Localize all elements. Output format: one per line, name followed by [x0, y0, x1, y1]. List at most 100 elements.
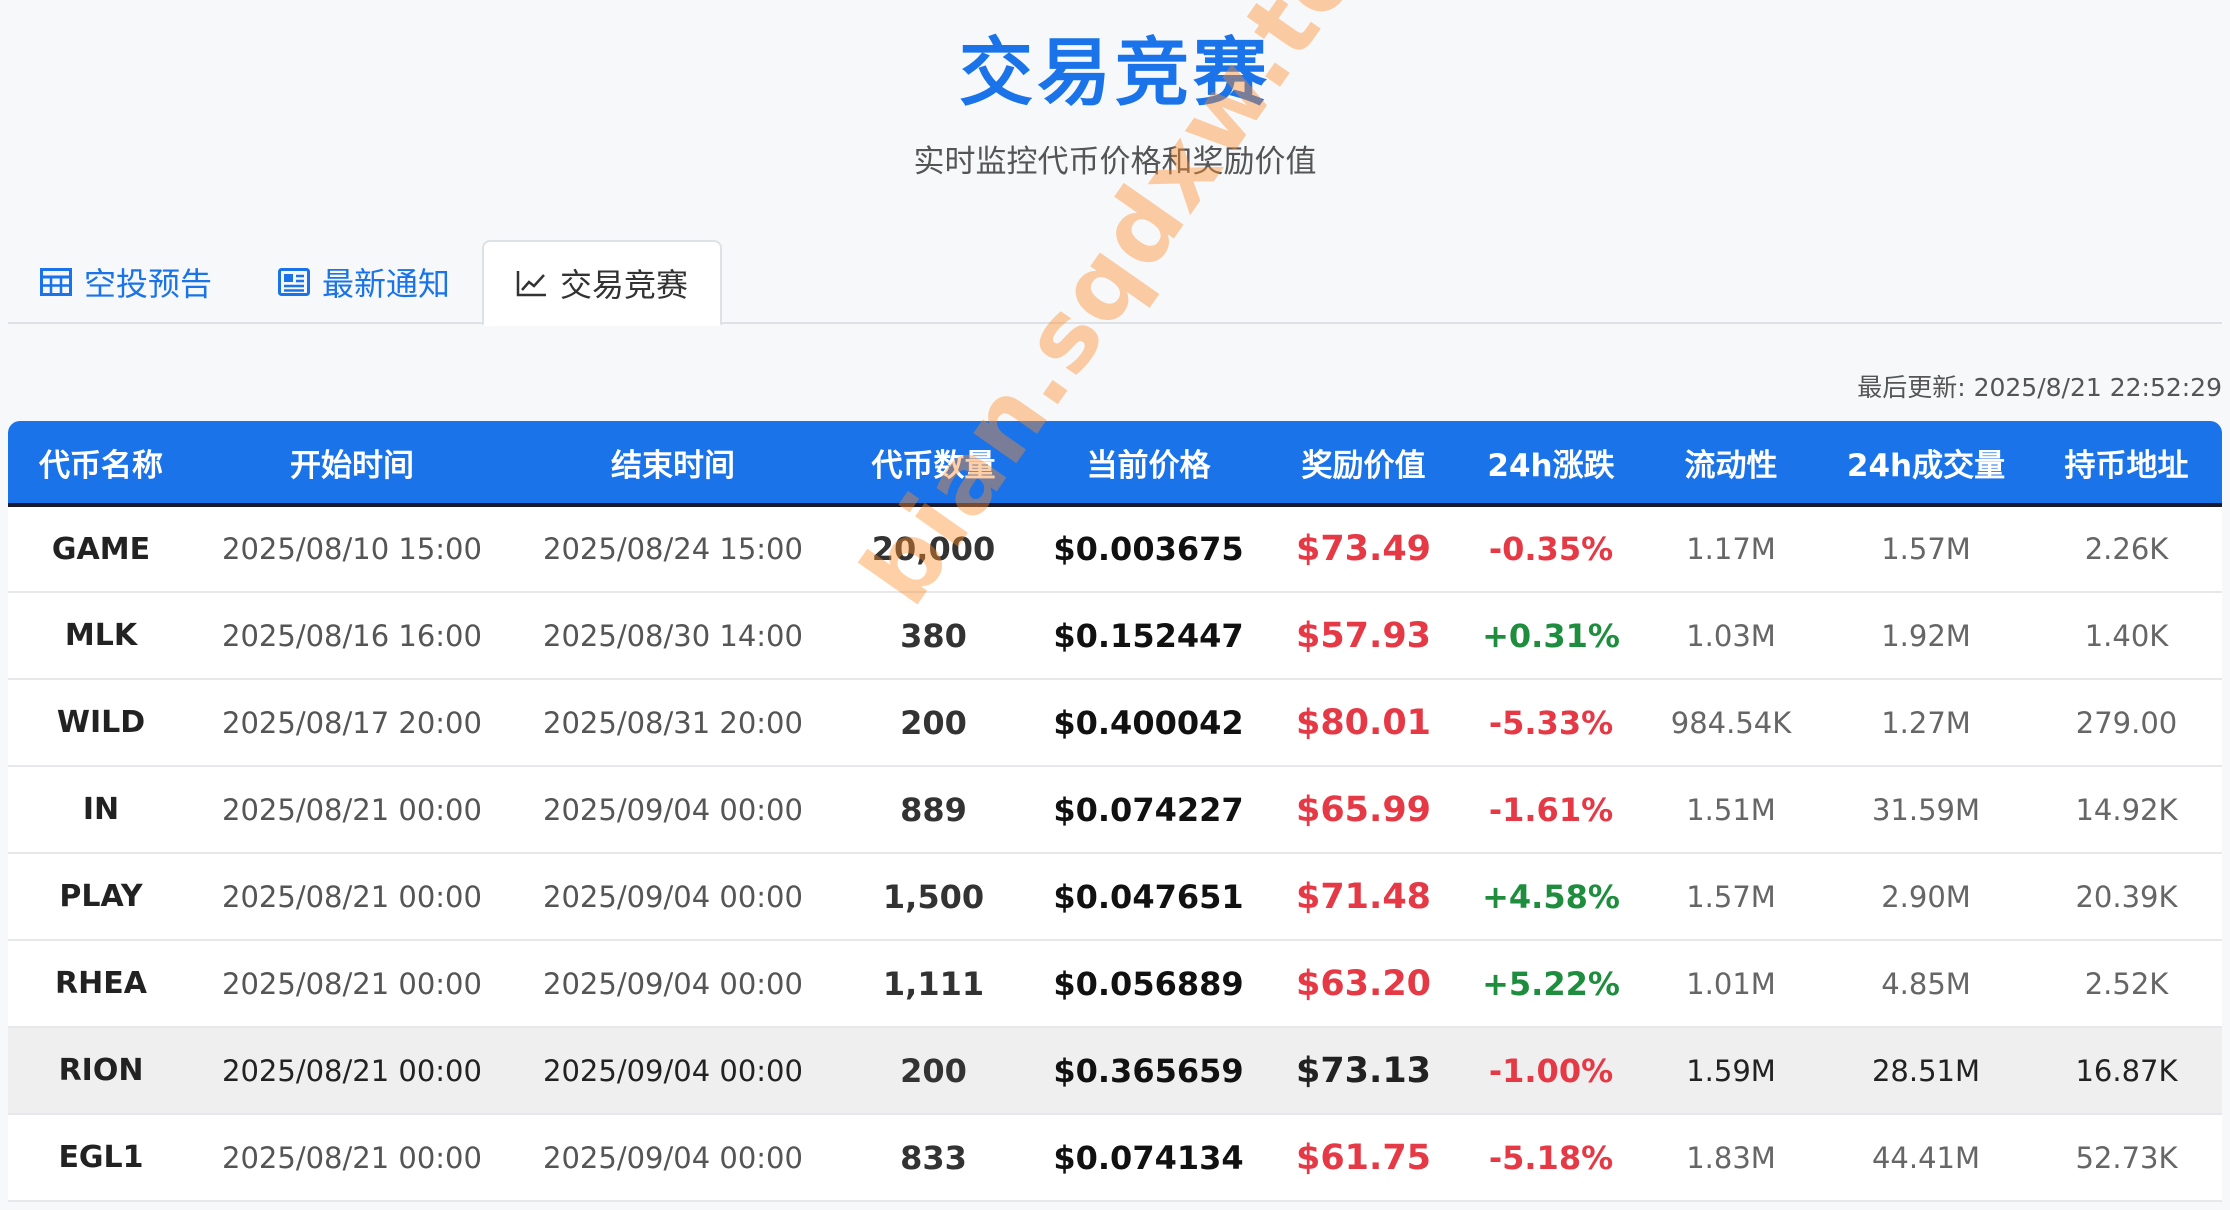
cell-24h-change: -5.18% — [1488, 1138, 1614, 1177]
cell-start-time: 2025/08/21 00:00 — [222, 879, 482, 914]
cell-end-time: 2025/09/04 00:00 — [543, 1053, 803, 1088]
cell-token-quantity: 200 — [900, 1051, 967, 1090]
cell-holders: 2.26K — [2084, 532, 2169, 566]
table-row[interactable]: PLAY 2025/08/21 00:00 2025/09/04 00:00 1… — [8, 853, 2222, 940]
cell-holders: 52.73K — [2075, 1140, 2178, 1175]
newspaper-icon — [278, 268, 310, 296]
column-header-token-quantity[interactable]: 代币数量 — [836, 421, 1031, 507]
cell-24h-volume: 1.27M — [1881, 705, 1971, 740]
cell-24h-change: -5.33% — [1488, 703, 1614, 742]
cell-24h-volume: 44.41M — [1871, 1140, 1981, 1175]
cell-start-time: 2025/08/21 00:00 — [222, 966, 482, 1001]
cell-reward-value: $71.48 — [1295, 876, 1432, 917]
cell-liquidity: 1.17M — [1686, 532, 1776, 566]
cell-current-price: $0.074227 — [1053, 790, 1244, 829]
cell-end-time: 2025/08/31 20:00 — [543, 705, 803, 740]
column-header-24h-change[interactable]: 24h涨跌 — [1461, 421, 1641, 507]
cell-holders: 16.87K — [2075, 1053, 2178, 1088]
cell-current-price: $0.056889 — [1053, 964, 1244, 1003]
cell-token-name: IN — [82, 792, 120, 827]
cell-24h-change: -1.61% — [1488, 790, 1614, 829]
column-header-holders[interactable]: 持币地址 — [2031, 421, 2222, 507]
cell-end-time: 2025/09/04 00:00 — [543, 879, 803, 914]
cell-reward-value: $61.75 — [1295, 1137, 1432, 1178]
cell-liquidity: 1.03M — [1686, 618, 1776, 653]
cell-current-price: $0.400042 — [1053, 703, 1244, 742]
cell-current-price: $0.074134 — [1053, 1138, 1244, 1177]
cell-reward-value: $57.93 — [1295, 615, 1432, 656]
column-header-reward-value[interactable]: 奖励价值 — [1266, 421, 1461, 507]
cell-liquidity: 984.54K — [1670, 705, 1792, 740]
cell-end-time: 2025/09/04 00:00 — [543, 966, 803, 1001]
cell-current-price: $0.003675 — [1053, 530, 1244, 568]
cell-reward-value: $73.49 — [1295, 529, 1432, 569]
cell-24h-volume: 28.51M — [1871, 1053, 1981, 1088]
cell-token-quantity: 889 — [900, 790, 967, 829]
cell-token-name: MLK — [64, 618, 138, 653]
table-row[interactable]: IN 2025/08/21 00:00 2025/09/04 00:00 889… — [8, 766, 2222, 853]
column-header-start-time[interactable]: 开始时间 — [194, 421, 510, 507]
cell-24h-volume: 1.92M — [1881, 618, 1971, 653]
cell-liquidity: 1.01M — [1686, 966, 1776, 1001]
cell-holders: 279.00 — [2075, 705, 2178, 740]
cell-reward-value: $80.01 — [1295, 702, 1432, 743]
cell-start-time: 2025/08/21 00:00 — [222, 1140, 482, 1175]
table-row[interactable]: RION 2025/08/21 00:00 2025/09/04 00:00 2… — [8, 1027, 2222, 1114]
column-header-end-time[interactable]: 结束时间 — [510, 421, 836, 507]
table-row[interactable]: RHEA 2025/08/21 00:00 2025/09/04 00:00 1… — [8, 940, 2222, 1027]
cell-liquidity: 1.51M — [1686, 792, 1776, 827]
cell-token-name: GAME — [51, 531, 151, 567]
tab-latest-news[interactable]: 最新通知 — [246, 240, 482, 324]
cell-token-quantity: 200 — [900, 703, 967, 742]
table-row[interactable]: MLK 2025/08/16 16:00 2025/08/30 14:00 38… — [8, 592, 2222, 679]
cell-24h-change: +0.31% — [1482, 616, 1620, 655]
cell-token-name: PLAY — [59, 879, 143, 914]
table-row[interactable]: EGL1 2025/08/21 00:00 2025/09/04 00:00 8… — [8, 1114, 2222, 1201]
table-row[interactable]: WILD 2025/08/17 20:00 2025/08/31 20:00 2… — [8, 679, 2222, 766]
cell-token-name: WILD — [56, 705, 146, 740]
cell-24h-volume: 31.59M — [1871, 792, 1981, 827]
cell-start-time: 2025/08/17 20:00 — [222, 705, 482, 740]
cell-current-price: $0.152447 — [1053, 616, 1244, 655]
page-subtitle: 实时监控代币价格和奖励价值 — [913, 144, 1317, 180]
tab-label: 最新通知 — [322, 265, 451, 303]
column-header-24h-volume[interactable]: 24h成交量 — [1821, 421, 2031, 507]
competition-table-container: 代币名称 开始时间 结束时间 代币数量 当前价格 奖励价值 24h涨跌 流动性 … — [8, 421, 2222, 1202]
table-icon — [40, 268, 72, 296]
cell-24h-volume: 1.57M — [1881, 532, 1971, 566]
cell-reward-value: $63.20 — [1295, 963, 1432, 1004]
cell-start-time: 2025/08/21 00:00 — [222, 1053, 482, 1088]
page-header: 交易竞赛 实时监控代币价格和奖励价值 — [0, 0, 2230, 182]
cell-end-time: 2025/08/24 15:00 — [543, 532, 803, 566]
cell-holders: 14.92K — [2075, 792, 2178, 827]
last-updated-timestamp: 最后更新: 2025/8/21 22:52:29 — [1857, 373, 2222, 402]
tab-trading-competition[interactable]: 交易竞赛 — [482, 240, 723, 326]
cell-reward-value: $73.13 — [1295, 1050, 1432, 1091]
cell-holders: 1.40K — [2084, 618, 2169, 653]
cell-holders: 2.52K — [2084, 966, 2169, 1001]
chart-line-icon — [516, 271, 546, 297]
table-header-row: 代币名称 开始时间 结束时间 代币数量 当前价格 奖励价值 24h涨跌 流动性 … — [8, 421, 2222, 507]
cell-current-price: $0.365659 — [1053, 1051, 1244, 1090]
competition-table: 代币名称 开始时间 结束时间 代币数量 当前价格 奖励价值 24h涨跌 流动性 … — [8, 421, 2222, 1202]
cell-24h-change: +4.58% — [1482, 877, 1620, 916]
cell-token-quantity: 20,000 — [871, 530, 996, 568]
tab-label: 空投预告 — [84, 265, 213, 303]
page-title: 交易竞赛 — [959, 30, 1271, 116]
table-row[interactable]: GAME 2025/08/10 15:00 2025/08/24 15:00 2… — [8, 505, 2222, 592]
cell-liquidity: 1.83M — [1686, 1140, 1776, 1175]
cell-token-quantity: 1,500 — [882, 877, 985, 916]
cell-liquidity: 1.59M — [1686, 1053, 1776, 1088]
cell-token-name: RHEA — [55, 966, 147, 1001]
column-header-token-name[interactable]: 代币名称 — [8, 421, 194, 507]
column-header-current-price[interactable]: 当前价格 — [1031, 421, 1266, 507]
cell-liquidity: 1.57M — [1686, 879, 1776, 914]
column-header-liquidity[interactable]: 流动性 — [1641, 421, 1821, 507]
tab-bar: 空投预告 最新通知 交易竞赛 — [8, 240, 2222, 326]
cell-start-time: 2025/08/16 16:00 — [222, 618, 482, 653]
cell-24h-volume: 4.85M — [1881, 966, 1971, 1001]
cell-24h-change: +5.22% — [1482, 964, 1620, 1003]
cell-token-name: RION — [58, 1053, 144, 1088]
tab-airdrop-preview[interactable]: 空投预告 — [8, 240, 244, 324]
cell-start-time: 2025/08/21 00:00 — [222, 792, 482, 827]
